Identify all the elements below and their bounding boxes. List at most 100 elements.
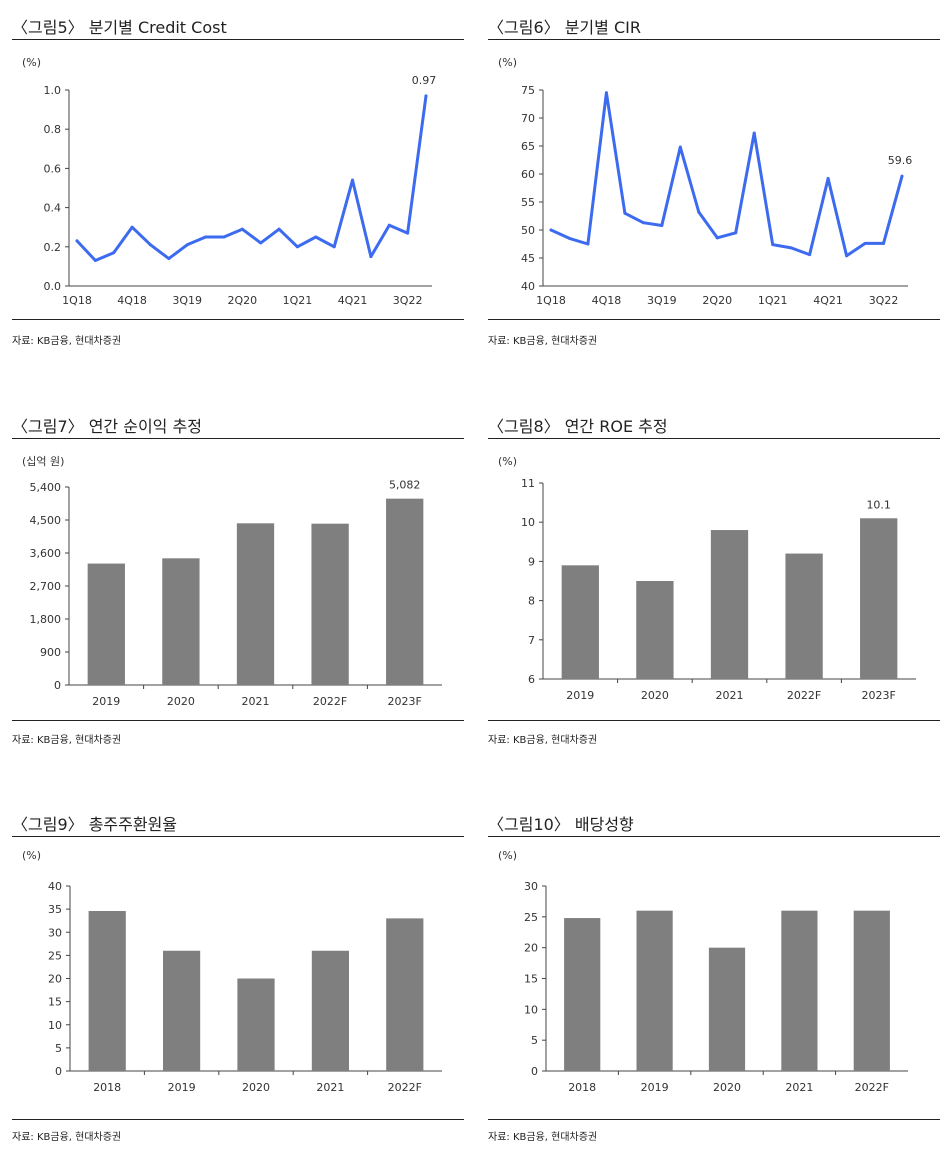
y-tick-label: 1.0 bbox=[44, 84, 62, 97]
chart-panel-payout-ratio: 〈그림10〉 배당성향 (%) 0 5 10 15 20 25 30 2018 2019 2020 2… bbox=[488, 811, 940, 1151]
chart-title: 〈그림7〉 연간 순이익 추정 bbox=[12, 417, 202, 436]
y-tick-label: 75 bbox=[521, 84, 535, 97]
y-tick-label: 8 bbox=[528, 595, 535, 608]
title-divider bbox=[12, 836, 464, 837]
source-note: 자료: KB금융, 현대차증권 bbox=[12, 1132, 122, 1143]
source-divider bbox=[488, 1119, 940, 1120]
chart-svg: (%) 40 45 50 55 60 65 70 75 1Q18 4Q18 3Q19 2Q20 1Q21 4… bbox=[498, 56, 912, 307]
y-tick-label: 40 bbox=[48, 880, 62, 893]
x-tick-label: 4Q18 bbox=[592, 294, 622, 307]
data-point bbox=[808, 253, 812, 257]
data-point bbox=[222, 235, 226, 239]
data-point bbox=[185, 243, 189, 247]
source-note: 자료: KB금융, 현대차증권 bbox=[488, 735, 598, 746]
y-tick-label: 15 bbox=[524, 973, 538, 986]
chart-title: 〈그림8〉 연간 ROE 추정 bbox=[488, 417, 668, 436]
data-point bbox=[789, 246, 793, 250]
data-point bbox=[93, 259, 97, 263]
title-divider bbox=[488, 438, 940, 439]
title-divider bbox=[12, 39, 464, 40]
unit-label: (%) bbox=[498, 56, 517, 69]
title-divider bbox=[12, 438, 464, 439]
bar bbox=[564, 918, 601, 1071]
y-tick-label: 0.8 bbox=[44, 123, 62, 136]
y-tick-label: 30 bbox=[524, 880, 538, 893]
x-tick-label: 2Q20 bbox=[702, 294, 732, 307]
y-tick-label: 25 bbox=[48, 949, 62, 962]
data-label: 5,082 bbox=[389, 479, 421, 492]
source-note: 자료: KB금융, 현대차증권 bbox=[488, 336, 598, 347]
data-point bbox=[424, 94, 428, 98]
y-tick-label: 55 bbox=[521, 196, 535, 209]
data-point bbox=[660, 224, 664, 228]
y-tick-label: 1,800 bbox=[30, 613, 62, 626]
y-tick-label: 35 bbox=[48, 903, 62, 916]
y-tick-label: 0.2 bbox=[44, 241, 62, 254]
bar bbox=[636, 910, 673, 1071]
y-tick-label: 11 bbox=[521, 477, 535, 490]
data-point bbox=[752, 131, 756, 135]
y-tick-label: 10 bbox=[48, 1019, 62, 1032]
x-tick-label: 4Q21 bbox=[338, 294, 368, 307]
y-tick-label: 70 bbox=[521, 112, 535, 125]
unit-label: (%) bbox=[498, 455, 517, 468]
x-tick-label: 2023F bbox=[862, 689, 896, 702]
y-tick-label: 20 bbox=[524, 942, 538, 955]
bar bbox=[386, 498, 424, 685]
data-point bbox=[882, 241, 886, 245]
chart-svg: (%) 0 5 10 15 20 25 30 35 40 2018 2019 2020 2021 2022F bbox=[22, 849, 442, 1094]
chart-panel-cir: 〈그림6〉 분기별 CIR (%) 40 45 50 55 60 65 70 75 1Q18 4Q1… bbox=[488, 14, 940, 354]
bar bbox=[163, 950, 201, 1071]
chart-panel-net-income: 〈그림7〉 연간 순이익 추정 (십억 원) 0 900 1,800 2,700 3,60… bbox=[12, 413, 464, 753]
x-tick-label: 2021 bbox=[316, 1081, 344, 1094]
unit-label: (%) bbox=[22, 56, 41, 69]
data-point bbox=[623, 211, 627, 215]
data-point bbox=[277, 227, 281, 231]
data-point bbox=[604, 91, 608, 95]
y-tick-label: 7 bbox=[528, 634, 535, 647]
bar bbox=[311, 950, 349, 1071]
chart-panel-credit-cost: 〈그림5〉 분기별 Credit Cost (%) 0.0 0.2 0.4 0.6 0.8… bbox=[12, 14, 464, 354]
data-point bbox=[641, 221, 645, 225]
x-tick-label: 4Q21 bbox=[813, 294, 843, 307]
bar bbox=[853, 910, 890, 1071]
y-tick-label: 0 bbox=[55, 1065, 62, 1078]
x-tick-label: 2019 bbox=[566, 689, 594, 702]
data-label: 0.97 bbox=[412, 74, 437, 87]
x-tick-label: 1Q18 bbox=[62, 294, 92, 307]
y-tick-label: 65 bbox=[521, 140, 535, 153]
x-tick-label: 2021 bbox=[785, 1081, 813, 1094]
data-point bbox=[259, 241, 263, 245]
data-point bbox=[240, 227, 244, 231]
x-tick-label: 2Q20 bbox=[227, 294, 257, 307]
data-point bbox=[148, 243, 152, 247]
source-note: 자료: KB금융, 현대차증권 bbox=[12, 336, 122, 347]
chart-title: 〈그림5〉 분기별 Credit Cost bbox=[12, 18, 227, 37]
y-tick-label: 6 bbox=[528, 673, 535, 686]
bar bbox=[311, 523, 349, 685]
x-tick-label: 2018 bbox=[568, 1081, 596, 1094]
y-tick-label: 0 bbox=[54, 679, 61, 692]
x-tick-label: 2020 bbox=[242, 1081, 270, 1094]
y-tick-label: 10 bbox=[524, 1003, 538, 1016]
data-label: 10.1 bbox=[866, 498, 891, 511]
unit-label: (%) bbox=[498, 849, 517, 862]
y-tick-label: 2,700 bbox=[30, 580, 62, 593]
y-tick-label: 10 bbox=[521, 516, 535, 529]
x-tick-label: 3Q22 bbox=[869, 294, 899, 307]
series-line bbox=[75, 94, 428, 262]
bar bbox=[561, 565, 599, 679]
data-point bbox=[332, 245, 336, 249]
y-tick-label: 4,500 bbox=[30, 514, 62, 527]
source-divider bbox=[12, 720, 464, 721]
x-tick-label: 2022F bbox=[855, 1081, 889, 1094]
bar bbox=[785, 553, 823, 679]
unit-label: (십억 원) bbox=[22, 455, 64, 468]
x-tick-label: 2019 bbox=[168, 1081, 196, 1094]
chart-svg: (%) 0.0 0.2 0.4 0.6 0.8 1.0 1Q18 4Q18 3Q19 2Q20 1Q2… bbox=[22, 56, 437, 307]
y-tick-label: 3,600 bbox=[30, 547, 62, 560]
series-line bbox=[549, 91, 904, 258]
y-tick-label: 0.6 bbox=[44, 162, 62, 175]
x-tick-label: 2021 bbox=[716, 689, 744, 702]
x-tick-label: 3Q22 bbox=[393, 294, 423, 307]
